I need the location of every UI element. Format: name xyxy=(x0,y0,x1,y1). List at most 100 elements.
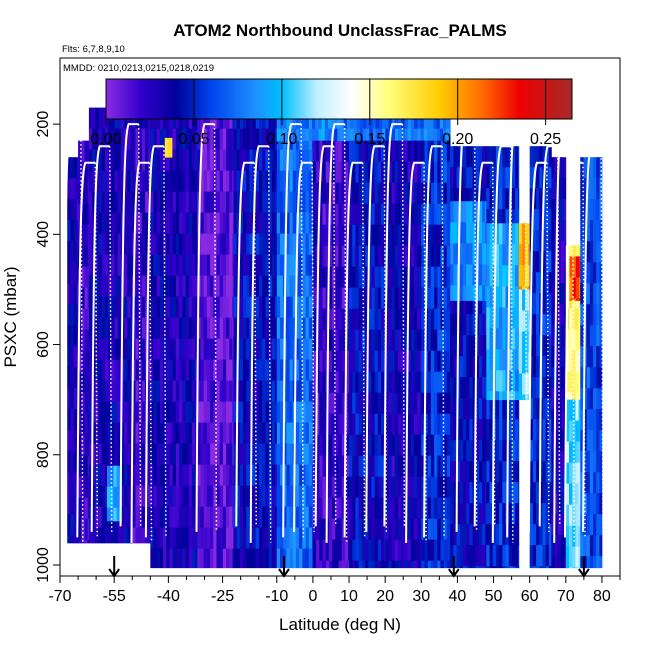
heatmap-cell xyxy=(335,161,339,184)
heatmap-cell xyxy=(341,245,346,268)
heatmap-cell xyxy=(216,170,221,192)
heatmap-cell xyxy=(166,212,170,234)
heatmap-cell xyxy=(397,413,402,436)
heatmap-cell xyxy=(275,422,278,444)
heatmap-cell xyxy=(195,128,198,150)
heatmap-cell xyxy=(286,128,290,142)
heatmap-cell xyxy=(580,388,584,410)
heatmap-cell xyxy=(81,308,85,331)
heatmap-cell xyxy=(437,455,441,478)
heatmap-cell xyxy=(67,451,71,473)
heatmap-cell xyxy=(311,359,314,381)
heatmap-cell xyxy=(545,482,550,504)
heatmap-cell xyxy=(101,170,106,192)
heatmap-cell xyxy=(596,262,600,284)
heatmap-cell xyxy=(87,245,90,268)
heatmap-cell xyxy=(236,443,241,465)
heatmap-cell xyxy=(377,245,382,268)
heatmap-cell xyxy=(159,527,164,549)
heatmap-cell xyxy=(362,128,367,142)
heatmap-cell xyxy=(182,191,186,213)
heatmap-cell xyxy=(437,560,441,569)
heatmap-cell xyxy=(548,167,552,189)
heatmap-cell xyxy=(346,128,351,142)
heatmap-cell xyxy=(279,464,284,486)
heatmap-cell xyxy=(98,149,103,171)
heatmap-cell xyxy=(279,485,284,507)
heatmap-cell xyxy=(424,434,429,457)
heatmap-cell xyxy=(548,377,552,399)
heatmap-cell xyxy=(492,566,497,569)
heatmap-cell xyxy=(132,443,136,465)
heatmap-cell xyxy=(111,212,115,234)
heatmap-cell xyxy=(583,514,588,536)
heatmap-cell xyxy=(191,548,196,569)
heatmap-cell xyxy=(586,556,591,569)
heatmap-cell xyxy=(536,272,540,294)
heatmap-cell xyxy=(319,203,323,226)
heatmap-cell xyxy=(127,149,131,171)
heatmap-cell xyxy=(545,419,550,441)
heatmap-cell xyxy=(203,422,208,444)
heatmap-cell xyxy=(262,401,266,423)
heatmap-cell xyxy=(81,245,85,268)
heatmap-cell xyxy=(236,506,241,528)
heatmap-cell xyxy=(349,140,353,163)
heatmap-cell xyxy=(200,296,205,318)
heatmap-cell xyxy=(413,392,418,415)
heatmap-cell xyxy=(275,527,278,549)
heatmap-cell xyxy=(172,233,177,255)
heatmap-cell xyxy=(185,275,190,297)
heatmap-cell xyxy=(583,535,588,557)
heatmap-cell xyxy=(70,325,75,347)
heatmap-cell xyxy=(341,182,346,205)
heatmap-cell xyxy=(355,476,360,499)
heatmap-cell xyxy=(206,359,211,381)
heatmap-cell xyxy=(111,359,115,381)
heatmap-cell xyxy=(222,212,227,234)
heatmap-cell xyxy=(560,535,565,557)
heatmap-cell xyxy=(236,191,241,213)
heatmap-cell xyxy=(593,157,597,179)
heatmap-cell xyxy=(191,191,196,213)
heatmap-cell xyxy=(249,548,254,569)
heatmap-cell xyxy=(596,346,600,368)
heatmap-cell xyxy=(127,422,131,444)
heatmap-cell xyxy=(381,434,385,457)
heatmap-cell xyxy=(120,506,125,528)
heatmap-cell xyxy=(391,203,396,226)
heatmap-cell xyxy=(222,296,227,318)
heatmap-cell xyxy=(404,128,409,142)
heatmap-cell xyxy=(169,506,174,528)
heatmap-cell xyxy=(222,527,227,549)
heatmap-cell xyxy=(394,455,399,478)
heatmap-cell xyxy=(542,419,547,441)
heatmap-cell xyxy=(462,167,467,189)
heatmap-cell xyxy=(511,223,516,245)
heatmap-cell xyxy=(101,296,106,318)
heatmap-cell xyxy=(485,524,487,546)
heatmap-cell xyxy=(98,338,103,360)
heatmap-cell xyxy=(580,556,584,569)
heatmap-cell xyxy=(453,293,457,315)
heatmap-cell xyxy=(355,287,360,310)
heatmap-cell xyxy=(569,399,573,422)
heatmap-cell xyxy=(352,245,356,268)
heatmap-cell xyxy=(437,182,441,205)
heatmap-cell xyxy=(203,170,208,192)
heatmap-cell xyxy=(305,506,310,528)
heatmap-cell xyxy=(466,285,470,301)
heatmap-cell xyxy=(338,413,343,436)
heatmap-cell xyxy=(213,191,217,213)
heatmap-cell xyxy=(70,451,75,473)
heatmap-cell xyxy=(420,539,422,562)
heatmap-cell xyxy=(182,338,186,360)
flight-profile-line xyxy=(553,123,573,543)
heatmap-cell xyxy=(243,338,247,360)
heatmap-cell xyxy=(302,338,306,360)
heatmap-cell xyxy=(101,212,106,234)
heatmap-cell xyxy=(328,287,333,310)
heatmap-cell xyxy=(462,146,467,168)
heatmap-cell xyxy=(486,419,490,441)
heatmap-cell xyxy=(185,296,190,318)
